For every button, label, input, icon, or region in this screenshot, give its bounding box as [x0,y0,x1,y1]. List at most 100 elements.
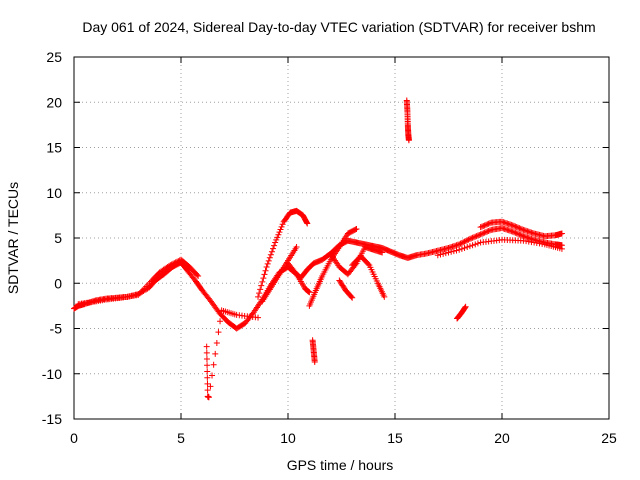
data-point [303,219,310,226]
series-dip-branch [306,225,360,309]
y-tick-label: 15 [46,140,62,156]
data-point [453,247,460,254]
axis-ticks [73,56,610,420]
data-point [462,304,469,311]
data-point [469,234,476,241]
data-point [217,318,224,325]
data-point [293,244,300,251]
data-point [353,225,360,232]
data-point [256,290,263,297]
data-point [257,286,264,293]
y-tick-label: 0 [54,275,62,291]
data-point [440,250,447,257]
data-point [476,231,483,238]
data-point [292,269,299,276]
data-point [169,260,176,267]
data-point [259,278,266,285]
y-tick-label: -15 [42,411,62,427]
data-point [457,240,464,247]
data-point [478,223,485,230]
data-point [213,339,220,346]
data-point [263,263,270,270]
data-point [509,228,516,235]
data-point [519,232,526,239]
data-point [172,259,179,266]
data-point [445,249,452,256]
data-point [204,374,211,381]
data-point [480,223,487,230]
data-point [516,225,523,232]
data-point [486,227,493,234]
data-point [258,282,265,289]
data-point [485,227,492,234]
series-morning-arc [255,207,311,300]
data-point [516,231,523,238]
data-point [381,293,388,300]
x-axis-label: GPS time / hours [287,457,394,473]
data-point [210,361,217,368]
data-point [469,242,476,249]
data-point [456,241,463,248]
data-point [173,258,180,265]
data-point [264,260,271,267]
data-point [513,224,520,231]
data-point [485,220,492,227]
data-point [255,293,262,300]
data-point [379,249,386,256]
y-axis-label: SDTVAR / TECUs [5,182,21,294]
data-point [481,222,488,229]
data-point [266,254,273,261]
series-descending-branch [285,260,313,296]
data-point [273,236,280,243]
data-point [509,222,516,229]
data-point [517,232,524,239]
data-point [458,245,465,252]
y-tick-label: -10 [42,366,62,382]
y-tick-labels: -15 -10 -5 0 5 10 15 20 25 [42,49,62,427]
data-point [349,294,356,301]
data-point [311,358,318,365]
data-point [484,221,491,228]
data-point [171,260,178,267]
data-point [558,230,565,237]
data-point [486,220,493,227]
data-point [472,241,479,248]
data-point [255,314,262,321]
data-point [279,221,286,228]
data-point [267,251,274,258]
data-point [272,239,279,246]
data-point [482,229,489,236]
data-point [515,230,522,237]
data-point [204,362,211,369]
data-point [434,252,441,259]
data-point [277,226,284,233]
data-point [466,243,473,250]
data-point [365,261,372,268]
data-point [558,245,565,252]
data-point [448,248,455,255]
data-point [268,248,275,255]
data-point [195,273,202,280]
data-point [478,230,485,237]
series-upper-band-19-23h [477,218,565,240]
data-point [481,229,488,236]
series-isolated-points [203,307,262,401]
data-point [460,239,467,246]
series-outlier-11-2h [309,337,318,365]
data-point [511,222,518,229]
data-point [472,233,479,240]
series-outlier-18-3h [454,303,469,322]
x-tick-label: 10 [280,430,296,446]
data-point [194,271,201,278]
y-tick-label: 10 [46,185,62,201]
data-point [513,230,520,237]
data-point [442,250,449,257]
data-point [274,234,281,241]
data-point [203,343,210,350]
data-point [405,137,412,144]
data-point [203,349,210,356]
series-drop-12-5-13h [336,277,356,301]
data-point [265,257,272,264]
data-point [511,229,518,236]
data-point [462,237,469,244]
